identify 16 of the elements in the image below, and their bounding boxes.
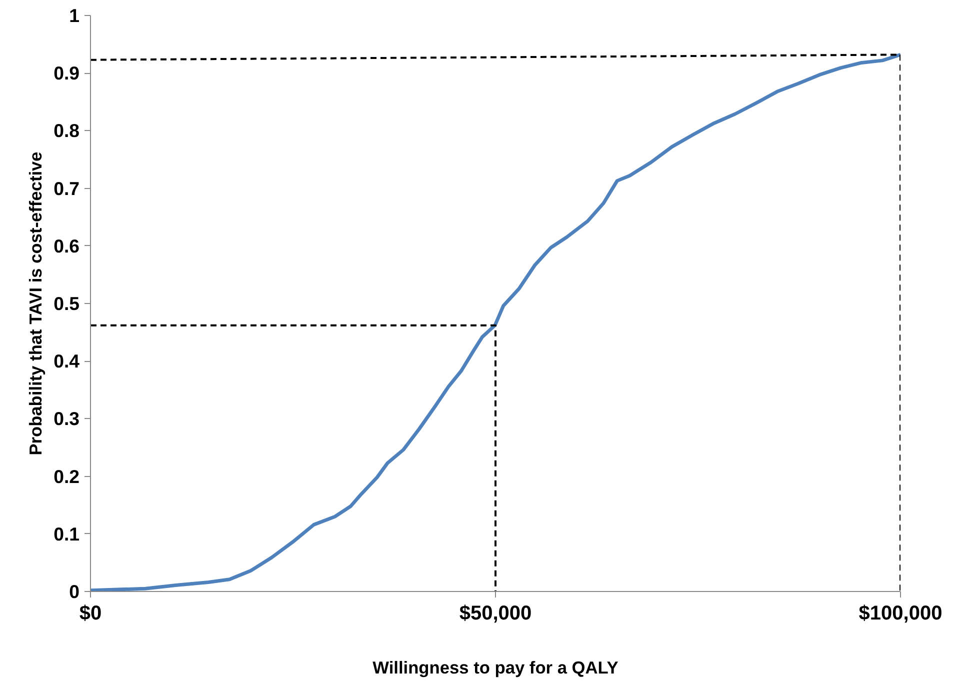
y-tick-label: 0 bbox=[69, 581, 80, 602]
y-tick-label: 0.6 bbox=[54, 235, 80, 256]
y-axis-title: Probability that TAVI is cost-effective bbox=[26, 151, 46, 456]
y-tick-label: 0.3 bbox=[54, 408, 80, 430]
y-tick-label: 1 bbox=[69, 5, 80, 26]
y-tick-label: 0.8 bbox=[54, 120, 80, 142]
y-tick-label: 0.9 bbox=[54, 62, 80, 84]
y-tick-label: 0.5 bbox=[54, 293, 80, 314]
y-tick-label: 0.2 bbox=[54, 466, 80, 487]
x-axis-title: Willingness to pay for a QALY bbox=[372, 658, 619, 678]
x-tick-label: $50,000 bbox=[459, 602, 532, 624]
x-tick-label: $0 bbox=[79, 602, 102, 624]
x-tick-label: $100,000 bbox=[858, 602, 942, 624]
y-tick-label: 0.1 bbox=[54, 523, 80, 544]
y-tick-label: 0.7 bbox=[54, 178, 80, 199]
y-tick-label: 0.4 bbox=[54, 350, 80, 372]
